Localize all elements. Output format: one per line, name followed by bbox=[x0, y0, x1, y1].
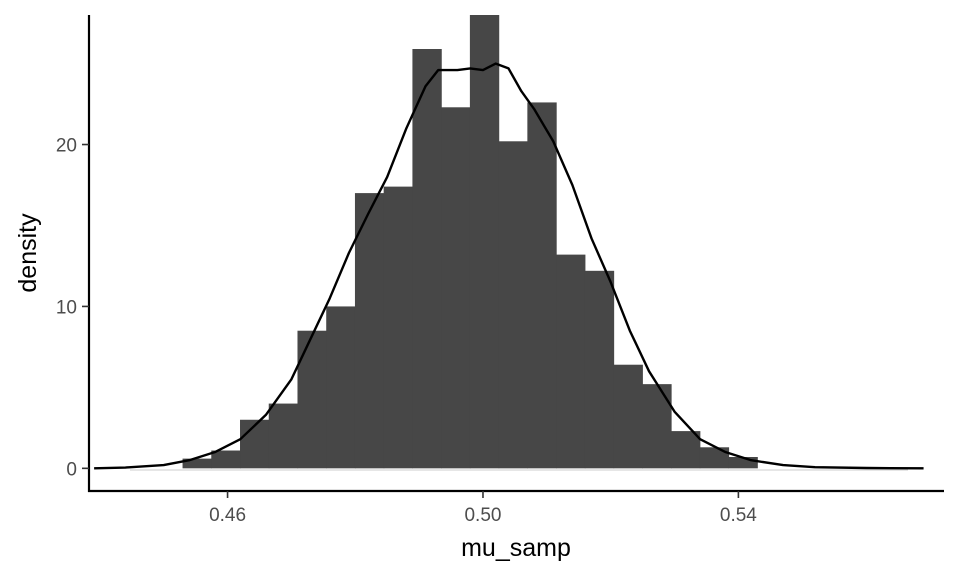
histogram-bar bbox=[556, 254, 586, 469]
y-tick-label: 10 bbox=[56, 297, 77, 318]
histogram-bar bbox=[613, 364, 643, 469]
x-axis-title: mu_samp bbox=[461, 534, 571, 562]
histogram-bar bbox=[671, 431, 701, 469]
x-tick-label: 0.54 bbox=[720, 505, 757, 526]
x-tick-label: 0.50 bbox=[464, 505, 501, 526]
density-curve-layer bbox=[94, 62, 924, 470]
density-curve bbox=[94, 62, 924, 470]
histogram-bar bbox=[441, 107, 471, 469]
y-tick-label: 0 bbox=[66, 459, 77, 480]
axes bbox=[87, 15, 944, 493]
histogram-bar bbox=[182, 458, 212, 469]
histogram-bar bbox=[469, 15, 500, 469]
histogram-bar bbox=[412, 49, 442, 469]
histogram-bar bbox=[326, 306, 356, 469]
histogram-bar bbox=[211, 450, 241, 469]
histogram-bar bbox=[297, 330, 327, 469]
histogram-bar bbox=[728, 457, 758, 469]
histogram-bars bbox=[182, 15, 758, 469]
y-axis-ticks: 0 10 20 bbox=[56, 136, 89, 480]
histogram-bar bbox=[527, 102, 557, 469]
histogram-bar bbox=[383, 186, 414, 469]
histogram-bar bbox=[268, 403, 299, 469]
histogram-bar bbox=[699, 447, 730, 469]
y-axis-title: density bbox=[14, 213, 42, 293]
x-tick-label: 0.46 bbox=[209, 505, 246, 526]
histogram-bar bbox=[498, 141, 528, 469]
histogram-bar bbox=[584, 270, 615, 469]
histogram-bar bbox=[240, 419, 270, 469]
x-axis-ticks: 0.46 0.50 0.54 bbox=[209, 491, 757, 526]
histogram-bar bbox=[642, 384, 672, 469]
histogram-bar bbox=[354, 193, 385, 469]
y-tick-label: 20 bbox=[56, 136, 77, 157]
